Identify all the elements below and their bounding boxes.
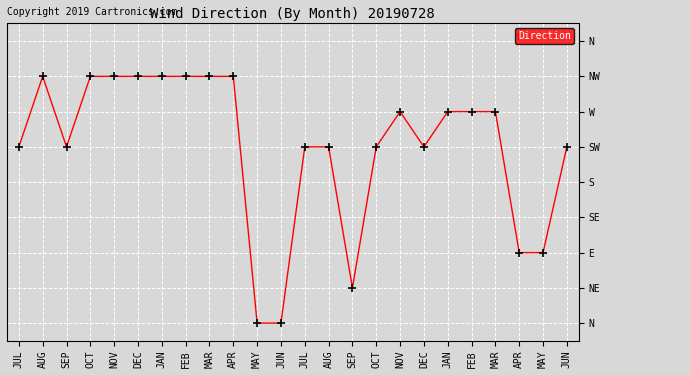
Text: Copyright 2019 Cartronics.com: Copyright 2019 Cartronics.com — [7, 7, 177, 17]
Legend: Direction: Direction — [515, 28, 574, 44]
Title: Wind Direction (By Month) 20190728: Wind Direction (By Month) 20190728 — [150, 7, 435, 21]
